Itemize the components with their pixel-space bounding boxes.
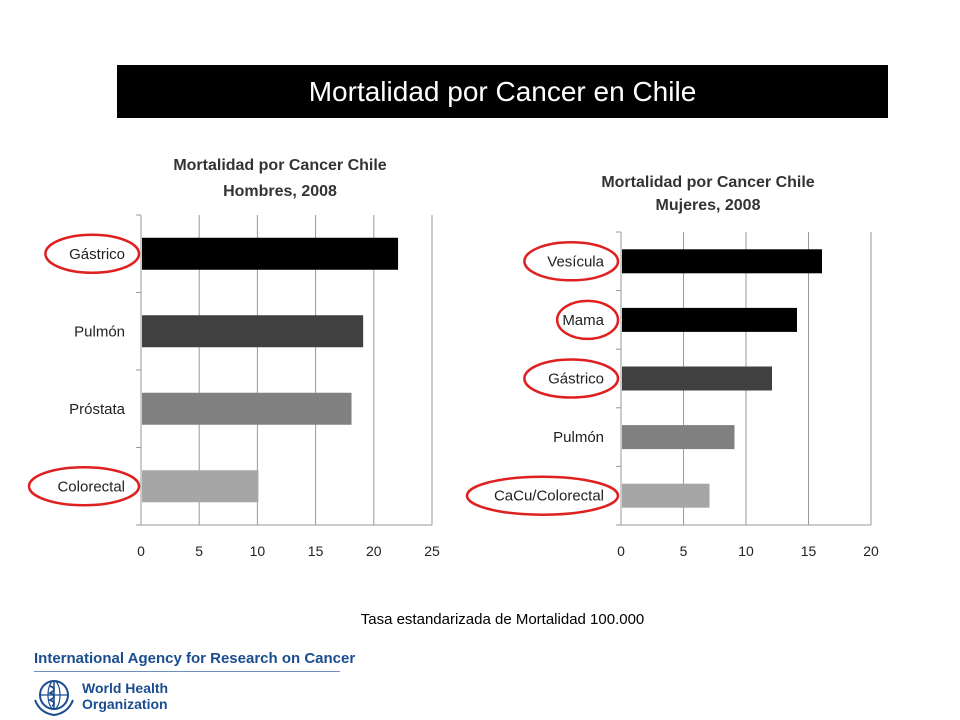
women-bar — [622, 307, 797, 332]
women-category-label: CaCu/Colorectal — [494, 488, 604, 505]
who-name-line1: World Health — [82, 680, 169, 696]
iarc-rule — [34, 671, 340, 672]
men-tick-label: 10 — [250, 543, 266, 559]
men-chart-title-line: Hombres, 2008 — [223, 183, 337, 200]
women-category-label: Vesícula — [547, 253, 604, 270]
men-tick-label: 25 — [424, 543, 440, 559]
women-highlight-ring — [555, 299, 620, 341]
women-tick-label: 15 — [801, 543, 817, 559]
women-category-label: Mama — [562, 312, 604, 329]
men-tick-label: 5 — [195, 543, 203, 559]
men-tick-label: 0 — [137, 543, 145, 559]
men-category-label: Próstata — [69, 401, 126, 418]
men-tick-label: 15 — [308, 543, 324, 559]
men-category-label: Colorectal — [57, 478, 125, 495]
women-tick-label: 10 — [738, 543, 754, 559]
men-bar — [142, 392, 352, 425]
who-name: World Health Organization — [82, 680, 168, 712]
men-chart-title-line: Mortalidad por Cancer Chile — [173, 157, 386, 174]
women-highlight-ring — [523, 241, 620, 282]
men-category-label: Gástrico — [69, 246, 125, 263]
men-bar — [142, 470, 259, 503]
women-highlight-ring — [465, 475, 620, 516]
women-highlight-ring — [523, 358, 620, 399]
rate-note: Tasa estandarizada de Mortalidad 100.000 — [360, 611, 645, 628]
women-bar — [622, 425, 735, 450]
iarc-name: International Agency for Research on Can… — [34, 650, 356, 667]
slide-title: Mortalidad por Cancer en Chile — [308, 76, 697, 107]
women-tick-label: 0 — [617, 543, 625, 559]
men-highlight-ring — [27, 466, 141, 507]
who-name-line2: Organization — [82, 696, 168, 712]
women-bar — [622, 483, 710, 508]
men-bar — [142, 315, 364, 348]
who-emblem-icon — [34, 680, 74, 717]
women-bar — [622, 249, 822, 274]
women-chart-title-line: Mujeres, 2008 — [656, 197, 761, 214]
women-category-label: Gástrico — [548, 371, 604, 388]
women-chart-title-line: Mortalidad por Cancer Chile — [601, 174, 814, 191]
women-tick-label: 20 — [863, 543, 879, 559]
men-highlight-ring — [44, 233, 141, 274]
women-bar — [622, 366, 772, 391]
men-tick-label: 20 — [366, 543, 382, 559]
women-category-label: Pulmón — [553, 429, 604, 446]
women-tick-label: 5 — [680, 543, 688, 559]
title-bar: Mortalidad por Cancer en Chile — [117, 65, 888, 118]
men-bar — [142, 237, 399, 270]
men-category-label: Pulmón — [74, 323, 125, 340]
